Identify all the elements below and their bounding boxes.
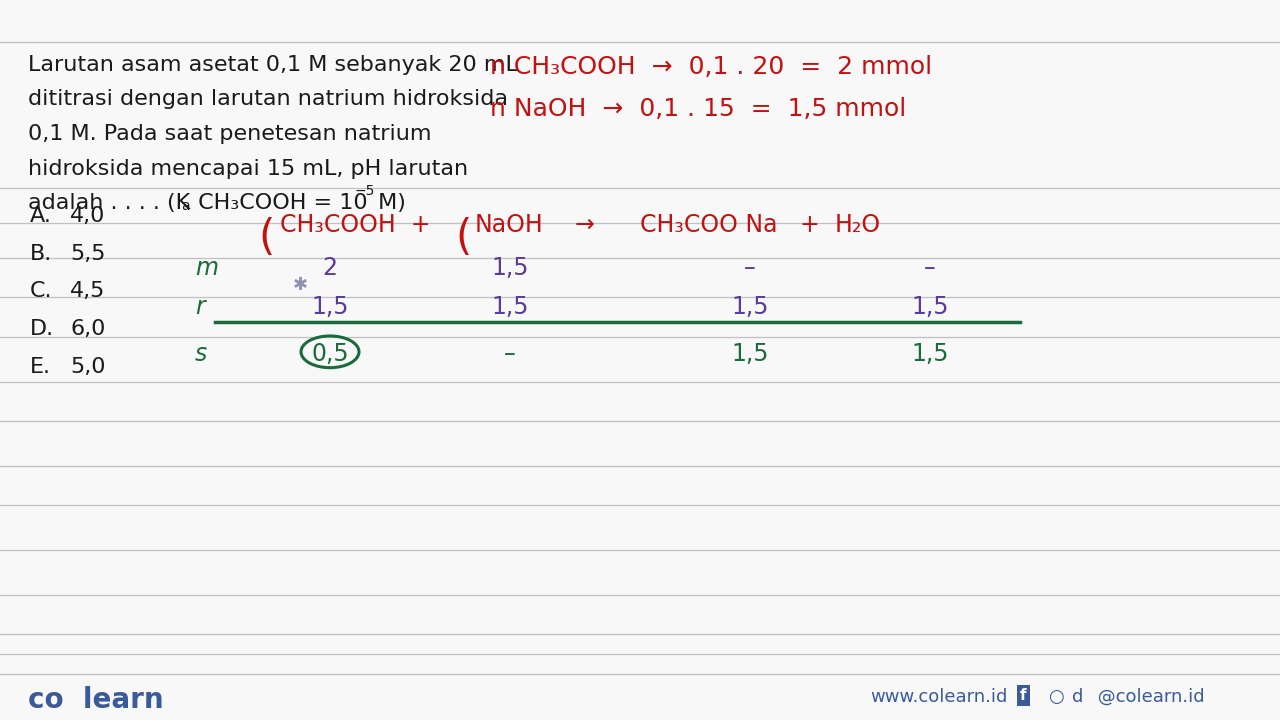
Text: 4,5: 4,5 [70, 282, 105, 302]
Text: m: m [195, 256, 218, 279]
Text: CH₃COOH  +: CH₃COOH + [280, 213, 430, 237]
Text: adalah . . . . (K: adalah . . . . (K [28, 193, 191, 213]
Text: 1,5: 1,5 [911, 295, 948, 320]
Text: –: – [924, 256, 936, 279]
Text: CH₃COO Na: CH₃COO Na [640, 213, 777, 237]
Text: r: r [195, 295, 205, 320]
Text: D.: D. [29, 319, 54, 339]
Text: C.: C. [29, 282, 52, 302]
Text: s: s [195, 342, 207, 366]
Text: E.: E. [29, 357, 51, 377]
Text: 1,5: 1,5 [731, 342, 769, 366]
Text: 1,5: 1,5 [492, 295, 529, 320]
Text: A.: A. [29, 206, 52, 226]
Text: 5,0: 5,0 [70, 357, 105, 377]
Text: n CH₃COOH  →  0,1 . 20  =  2 mmol: n CH₃COOH → 0,1 . 20 = 2 mmol [490, 55, 932, 78]
Text: CH₃COOH = 10: CH₃COOH = 10 [191, 193, 367, 213]
Text: co  learn: co learn [28, 686, 164, 714]
Text: 1,5: 1,5 [311, 295, 348, 320]
Text: f: f [1020, 688, 1027, 703]
Text: hidroksida mencapai 15 mL, pH larutan: hidroksida mencapai 15 mL, pH larutan [28, 158, 468, 179]
Text: H₂O: H₂O [835, 213, 881, 237]
Text: Larutan asam asetat 0,1 M sebanyak 20 mL: Larutan asam asetat 0,1 M sebanyak 20 mL [28, 55, 518, 74]
Text: 1,5: 1,5 [492, 256, 529, 279]
Text: −5: −5 [355, 184, 375, 198]
Text: d: d [1073, 688, 1083, 706]
Text: 0,5: 0,5 [311, 342, 349, 366]
Text: +: + [800, 213, 819, 237]
Text: www.colearn.id: www.colearn.id [870, 688, 1007, 706]
Text: M): M) [371, 193, 406, 213]
Text: 5,5: 5,5 [70, 244, 105, 264]
Text: –: – [744, 256, 756, 279]
Text: –: – [504, 342, 516, 366]
Text: 1,5: 1,5 [911, 342, 948, 366]
Text: a: a [180, 199, 189, 213]
Text: →: → [575, 213, 595, 237]
Text: NaOH: NaOH [475, 213, 544, 237]
Text: dititrasi dengan larutan natrium hidroksida: dititrasi dengan larutan natrium hidroks… [28, 89, 508, 109]
Text: ○: ○ [1048, 688, 1064, 706]
Text: 1,5: 1,5 [731, 295, 769, 320]
Text: (: ( [454, 217, 471, 259]
Text: 0,1 M. Pada saat penetesan natrium: 0,1 M. Pada saat penetesan natrium [28, 124, 431, 144]
Text: 6,0: 6,0 [70, 319, 105, 339]
Text: @colearn.id: @colearn.id [1092, 688, 1204, 706]
Text: B.: B. [29, 244, 52, 264]
Text: n NaOH  →  0,1 . 15  =  1,5 mmol: n NaOH → 0,1 . 15 = 1,5 mmol [490, 97, 906, 121]
Text: 4,0: 4,0 [70, 206, 105, 226]
Text: ✱: ✱ [292, 276, 307, 294]
Text: (: ( [259, 217, 274, 259]
Text: 2: 2 [323, 256, 338, 279]
